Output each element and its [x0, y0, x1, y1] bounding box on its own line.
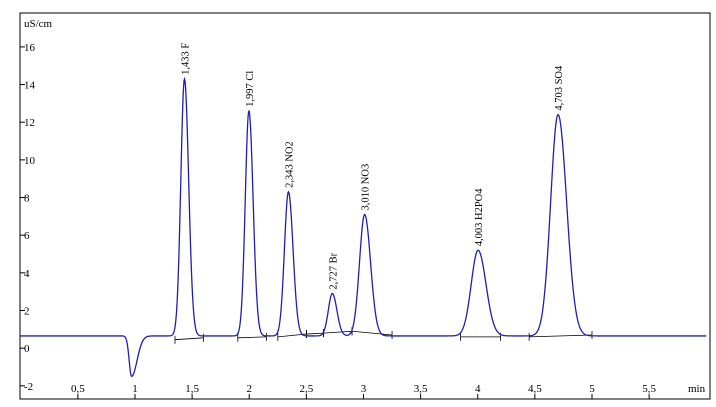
x-tick-label: 5: [589, 383, 595, 395]
x-tick-label: 4: [475, 383, 481, 395]
x-tick-label: 4,5: [528, 383, 542, 395]
x-tick-label: 3: [361, 383, 367, 395]
peak-label: 1,997 Cl: [245, 71, 256, 107]
x-tick-label: 5,5: [642, 383, 656, 395]
x-tick-label: 1,5: [185, 383, 199, 395]
peak-label: 2,727 Br: [328, 252, 339, 289]
plot-frame: [19, 12, 711, 400]
peak-labels: 1,433 F 1,997 Cl 2,343 NO2 2,727 Br 3,010 NO…: [180, 43, 565, 290]
x-axis-ticks: 0,5 1 1,5 2 2,5 3 3,5 4 4,5 5 5,5: [71, 383, 657, 399]
x-axis-unit: min: [688, 383, 706, 395]
peak-label: 4,003 H2PO4: [474, 188, 485, 247]
integration-baseline: [237, 336, 267, 339]
integration-baseline: [306, 332, 324, 335]
y-tick-label: 12: [24, 117, 35, 129]
integration-baseline: [323, 330, 353, 334]
x-tick-label: 3,5: [414, 383, 428, 395]
integration-baseline: [529, 334, 593, 338]
y-axis-unit: uS/cm: [24, 18, 53, 30]
integration-baseline: [174, 337, 204, 341]
y-tick-label: 14: [24, 80, 36, 92]
y-tick-label: 8: [24, 193, 30, 205]
chromatogram-trace: [20, 76, 707, 378]
peak-label: 1,433 F: [180, 43, 191, 75]
peak-label: 2,343 NO2: [284, 141, 295, 188]
y-tick-label: 16: [24, 42, 36, 54]
y-tick-label: 4: [24, 268, 30, 280]
y-tick-label: 10: [24, 155, 36, 167]
y-tick-label: 2: [24, 306, 30, 318]
y-tick-label: 0: [24, 343, 30, 355]
y-tick-label: 6: [24, 230, 30, 242]
peak-label: 4,703 SO4: [554, 65, 565, 111]
y-axis-ticks: -2 0 2 4 6 8 10 12 14 16: [20, 42, 36, 393]
integration-baseline: [352, 330, 393, 336]
x-tick-label: 2: [247, 383, 253, 395]
peak-label: 3,010 NO3: [361, 164, 372, 211]
x-tick-label: 1: [132, 383, 138, 395]
y-tick-label: -2: [24, 381, 33, 393]
x-tick-label: 2,5: [300, 383, 314, 395]
x-tick-label: 0,5: [71, 383, 85, 395]
